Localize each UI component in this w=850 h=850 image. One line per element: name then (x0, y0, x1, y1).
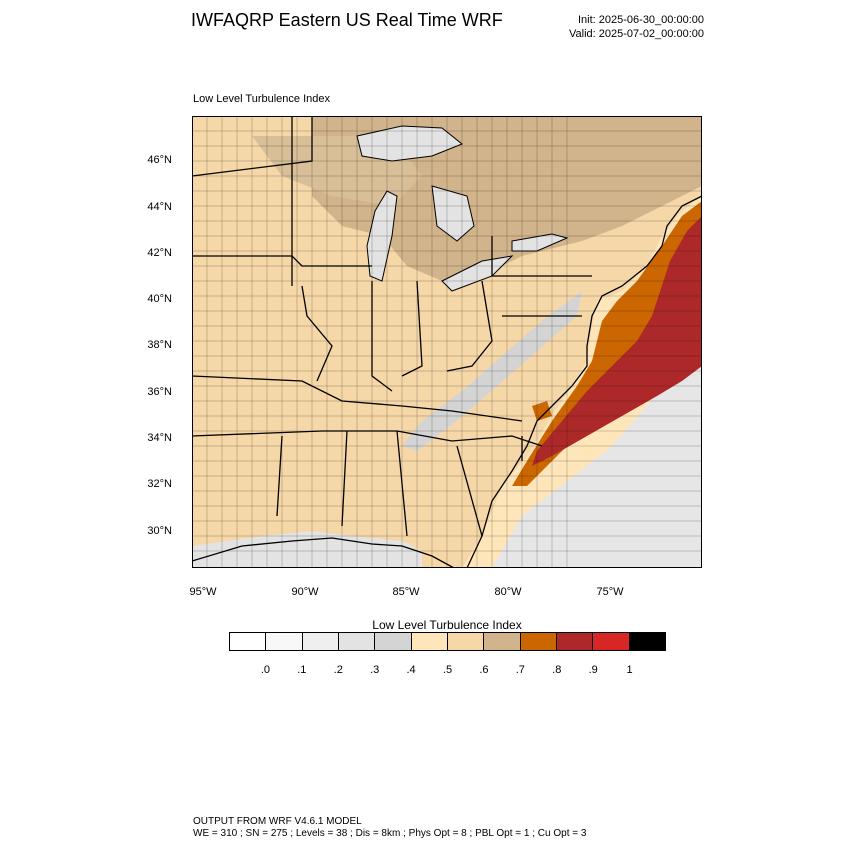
map-subtitle: Low Level Turbulence Index (193, 93, 330, 105)
colorbar (229, 632, 666, 651)
lat-label: 30°N (147, 525, 172, 537)
colorbar-box (230, 633, 267, 650)
colorbar-box (338, 633, 376, 650)
lat-label: 44°N (147, 201, 172, 213)
colorbar-tick-label: .1 (297, 664, 307, 676)
colorbar-box (556, 633, 594, 650)
colorbar-box (520, 633, 557, 650)
state-borders (192, 116, 592, 537)
colorbar-box (266, 633, 303, 650)
lat-label: 40°N (147, 293, 172, 305)
lon-label: 75°W (596, 586, 624, 598)
turbulence-map (192, 116, 702, 568)
colorbar-box (411, 633, 448, 650)
colorbar-tick-label: .0 (260, 664, 270, 676)
colorbar-tick-label: .5 (442, 664, 453, 676)
lake-huron (431, 185, 475, 242)
colorbar-title: Low Level Turbulence Index (372, 618, 522, 632)
colorbar-tick-label: .2 (333, 664, 343, 676)
colorbar-box (629, 633, 665, 650)
valid-time: Valid: 2025-07-02_00:00:00 (569, 28, 704, 40)
map-border (192, 116, 702, 568)
lon-label: 90°W (291, 586, 319, 598)
chart-title: IWFAQRP Eastern US Real Time WRF (191, 10, 503, 30)
colorbar-tick-label: .7 (515, 664, 525, 676)
colorbar-box (484, 633, 521, 650)
atlantic-coastline (466, 195, 702, 568)
lat-label: 36°N (147, 386, 172, 398)
colorbar-box (302, 633, 339, 650)
lat-label: 32°N (147, 478, 172, 490)
gulf-low-region (192, 531, 422, 568)
offshore-high-band (512, 201, 702, 486)
lat-label: 42°N (147, 247, 172, 259)
lon-label: 95°W (189, 586, 217, 598)
offshore-low-region (492, 346, 702, 568)
lon-label: 80°W (494, 586, 522, 598)
init-time: Init: 2025-06-30_00:00:00 (578, 14, 704, 26)
colorbar-tick-label: 1 (626, 664, 633, 676)
model-info: OUTPUT FROM WRF V4.6.1 MODEL (193, 816, 362, 827)
model-config: WE = 310 ; SN = 275 ; Levels = 38 ; Dis … (193, 828, 587, 839)
lat-label: 46°N (147, 154, 172, 166)
lat-label: 34°N (147, 432, 172, 444)
colorbar-tick-label: .9 (588, 664, 598, 676)
gulf-coastline (192, 537, 455, 568)
lon-label: 85°W (392, 586, 420, 598)
lat-label: 38°N (147, 339, 172, 351)
colorbar-box (447, 633, 485, 650)
colorbar-tick-label: .4 (406, 664, 416, 676)
colorbar-tick-label: .8 (552, 664, 562, 676)
colorbar-tick-label: .6 (479, 664, 489, 676)
colorbar-tick-label: .3 (370, 664, 380, 676)
colorbar-box (593, 633, 630, 650)
colorbar-box (375, 633, 412, 650)
